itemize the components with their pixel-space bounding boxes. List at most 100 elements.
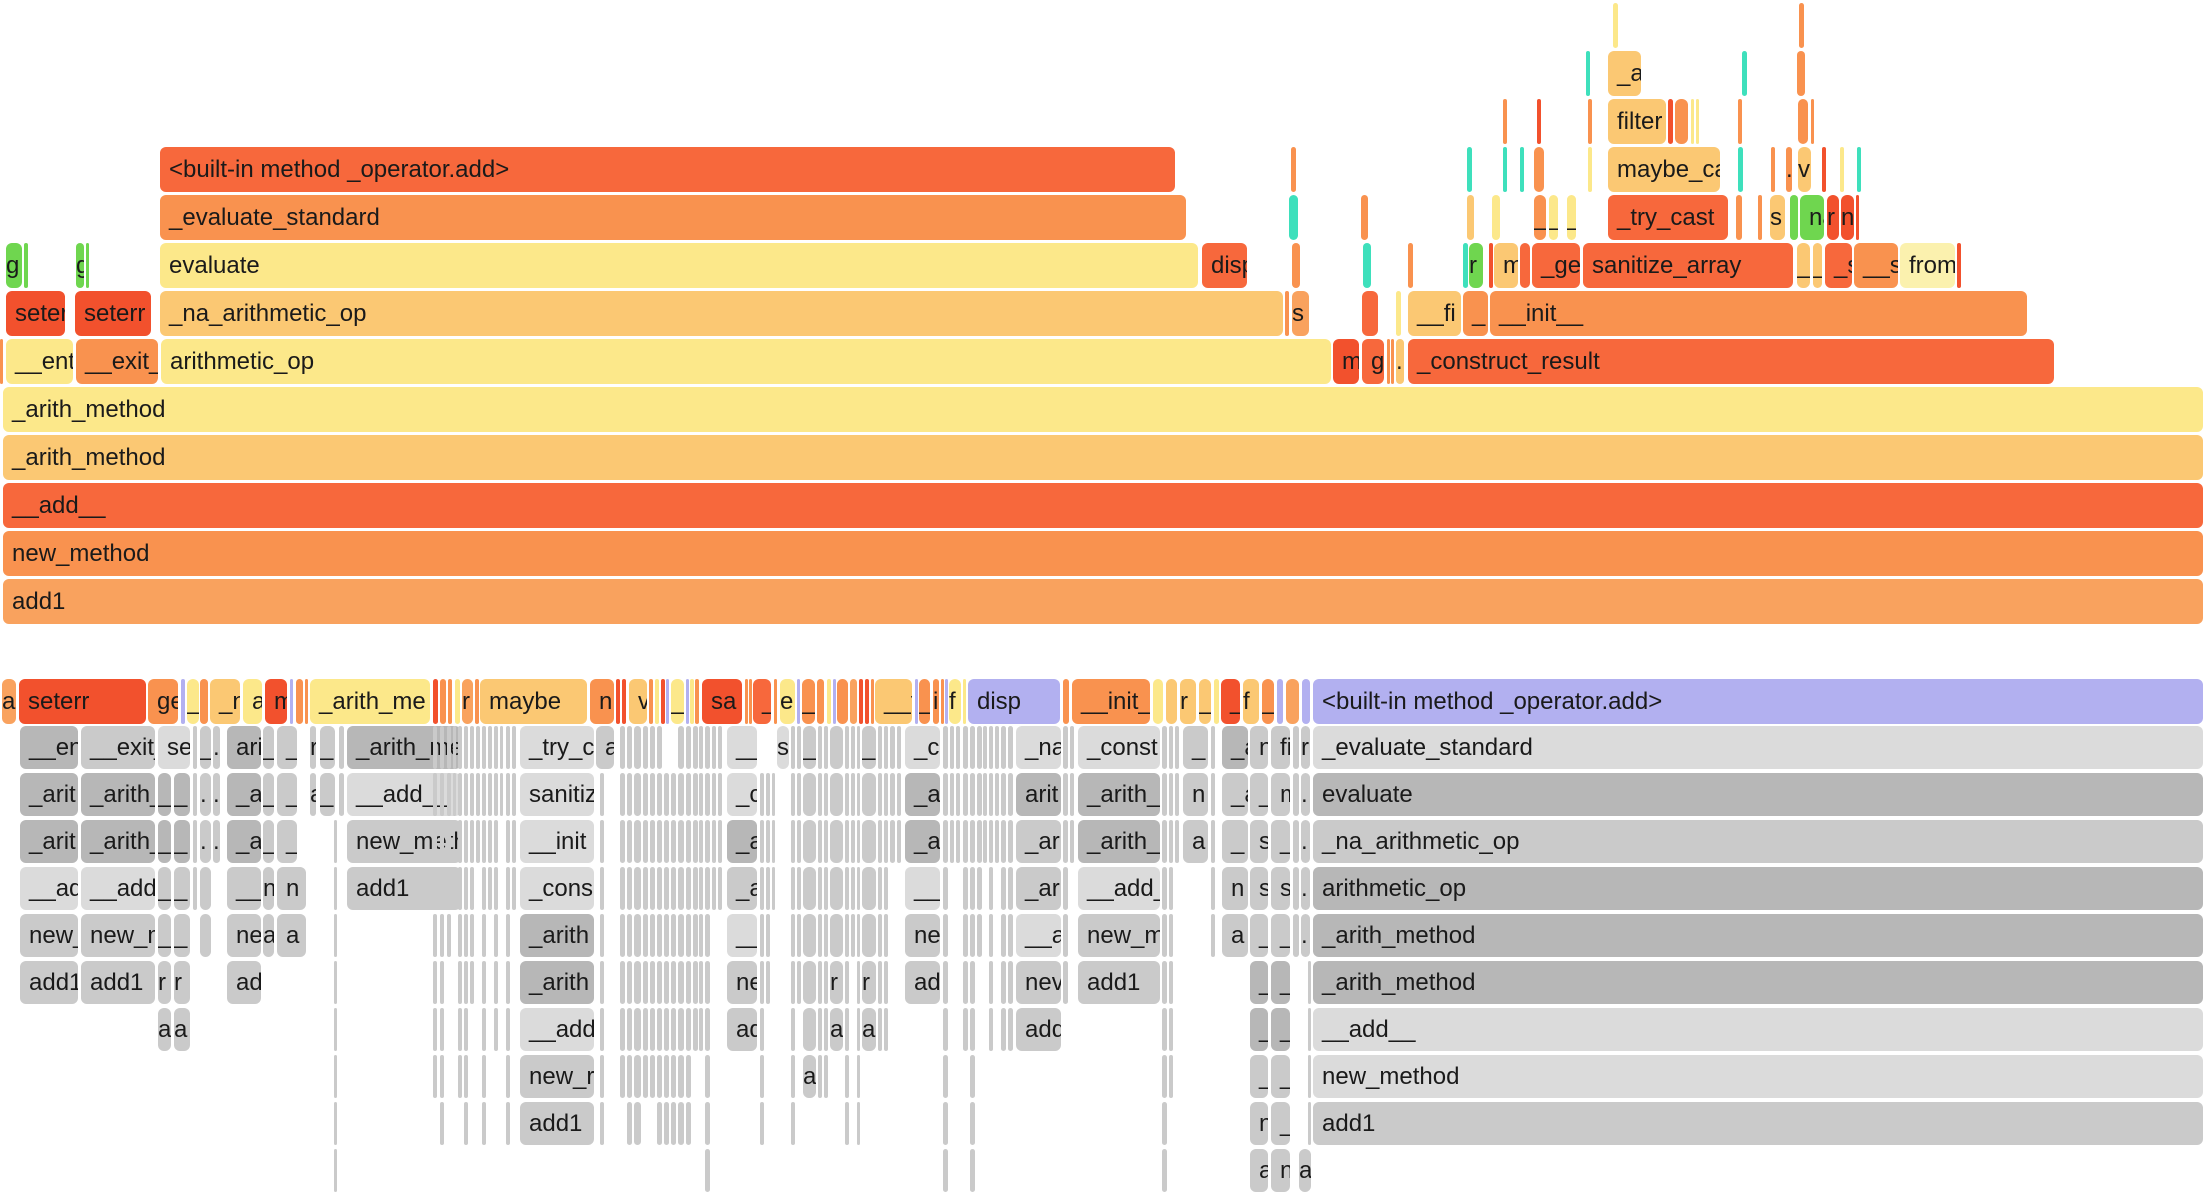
- frame-_[interactable]: _: [158, 867, 171, 910]
- frame-sliver[interactable]: [488, 726, 492, 769]
- frame-sliver[interactable]: [1696, 99, 1699, 144]
- frame-sliver[interactable]: [634, 1102, 641, 1145]
- frame-sliver[interactable]: [666, 679, 669, 724]
- frame-s[interactable]: s: [1292, 291, 1309, 336]
- frame-_arith_method[interactable]: _arith_method: [3, 435, 2203, 480]
- frame-_[interactable]: _: [1250, 1055, 1268, 1098]
- frame-sliver[interactable]: [1175, 820, 1179, 863]
- frame-add1[interactable]: add1: [1078, 961, 1160, 1004]
- frame-sliver[interactable]: [699, 867, 703, 910]
- frame-_a[interactable]: _a: [1222, 726, 1248, 769]
- frame-sliver[interactable]: [678, 914, 684, 957]
- frame-sliver[interactable]: [1063, 914, 1068, 957]
- frame-sliver[interactable]: [1291, 147, 1296, 192]
- frame-a[interactable]: a: [310, 773, 316, 816]
- frame-new_[interactable]: new_: [20, 914, 78, 957]
- frame-sliver[interactable]: [862, 914, 876, 957]
- frame-_co[interactable]: _co: [905, 726, 940, 769]
- frame-sliver[interactable]: [803, 867, 816, 910]
- frame-sliver[interactable]: [334, 820, 337, 863]
- frame-seterr[interactable]: seterr: [75, 291, 151, 336]
- frame-sliver[interactable]: [699, 914, 703, 957]
- frame-n[interactable]: n: [277, 867, 306, 910]
- frame-sliver[interactable]: [440, 679, 446, 724]
- frame-__f[interactable]: __f: [875, 679, 912, 724]
- frame-sliver[interactable]: [878, 867, 882, 910]
- frame-_[interactable]: _: [200, 726, 211, 769]
- frame-sliver[interactable]: [943, 961, 948, 1004]
- frame-sliver[interactable]: [1169, 726, 1173, 769]
- frame-sliver[interactable]: [634, 1008, 641, 1051]
- frame-sliver[interactable]: [884, 820, 888, 863]
- frame-_a[interactable]: _a: [1608, 51, 1641, 96]
- frame-sliver[interactable]: [1169, 820, 1173, 863]
- frame-sliver[interactable]: [803, 1008, 816, 1051]
- frame-sliver[interactable]: [945, 679, 948, 724]
- frame-sliver[interactable]: [797, 679, 800, 724]
- frame-sliver[interactable]: [1214, 679, 1219, 724]
- frame-sliver[interactable]: [797, 726, 801, 769]
- frame-_s[interactable]: _s: [1825, 243, 1852, 288]
- frame-sliver[interactable]: [686, 867, 691, 910]
- frame-sliver[interactable]: [634, 914, 641, 957]
- frame-sliver[interactable]: [693, 820, 698, 863]
- frame-sliver[interactable]: [1169, 1055, 1173, 1098]
- frame-sliver[interactable]: [1520, 243, 1530, 288]
- frame-_arith_[interactable]: _arith_: [1078, 820, 1160, 863]
- frame-sliver[interactable]: [718, 820, 722, 863]
- frame-sliver[interactable]: [650, 773, 655, 816]
- frame-sliver[interactable]: [824, 914, 828, 957]
- frame-_[interactable]: _: [1271, 820, 1290, 863]
- frame-_[interactable]: _: [1262, 679, 1274, 724]
- frame-sliver[interactable]: [643, 1055, 648, 1098]
- frame-sliver[interactable]: [678, 867, 684, 910]
- frame-sliver[interactable]: [671, 1102, 676, 1145]
- frame-sliver[interactable]: [440, 914, 444, 957]
- frame-sliver[interactable]: [712, 773, 716, 816]
- frame-sliver[interactable]: [671, 867, 676, 910]
- frame-sliver[interactable]: [664, 820, 669, 863]
- frame-sliver[interactable]: [857, 726, 860, 769]
- frame-sliver[interactable]: [699, 773, 703, 816]
- frame-sliver[interactable]: [440, 867, 444, 910]
- frame-sliver[interactable]: [482, 961, 486, 1004]
- frame-sliver[interactable]: [334, 867, 337, 910]
- frame-sliver[interactable]: [476, 820, 480, 863]
- frame-sliver[interactable]: [470, 726, 474, 769]
- frame-sliver[interactable]: [1308, 961, 1311, 1004]
- frame-sliver[interactable]: [447, 773, 451, 816]
- frame-na[interactable]: na: [1800, 195, 1824, 240]
- frame-sliver[interactable]: [1063, 820, 1068, 863]
- frame-sliver[interactable]: [657, 1008, 662, 1051]
- frame-_evaluate_standard[interactable]: _evaluate_standard: [160, 195, 1186, 240]
- frame-r[interactable]: r: [1827, 195, 1839, 240]
- frame-__[interactable]: __: [727, 726, 757, 769]
- frame-sliver[interactable]: [686, 1008, 691, 1051]
- frame-sliver[interactable]: [772, 820, 775, 863]
- frame-sliver[interactable]: [453, 726, 456, 769]
- frame-sliver[interactable]: [686, 914, 691, 957]
- frame-a[interactable]: a: [1222, 914, 1248, 957]
- frame-sliver[interactable]: [1070, 820, 1074, 863]
- frame-sliver[interactable]: [845, 961, 849, 1004]
- frame-sliver[interactable]: [995, 773, 999, 816]
- frame-sliver[interactable]: [494, 914, 498, 957]
- frame-sliver[interactable]: [705, 1102, 710, 1145]
- frame-_[interactable]: _: [320, 773, 335, 816]
- frame-sliver[interactable]: [712, 820, 716, 863]
- frame-sliver[interactable]: [512, 773, 516, 816]
- frame-sliver[interactable]: [851, 867, 855, 910]
- frame-sliver[interactable]: [458, 820, 462, 863]
- frame-a[interactable]: a: [243, 679, 262, 724]
- frame-sliver[interactable]: [620, 726, 625, 769]
- frame-sliver[interactable]: [970, 1102, 975, 1145]
- frame-_[interactable]: _: [158, 820, 171, 863]
- frame-sliver[interactable]: [1293, 726, 1299, 769]
- frame-sliver[interactable]: [857, 773, 860, 816]
- frame-sliver[interactable]: [766, 820, 770, 863]
- frame-sliver[interactable]: [977, 726, 982, 769]
- frame-__ent[interactable]: __ent: [20, 726, 78, 769]
- frame-sliver[interactable]: [448, 679, 452, 724]
- frame-sliver[interactable]: [627, 726, 632, 769]
- frame-__[interactable]: __: [227, 867, 261, 910]
